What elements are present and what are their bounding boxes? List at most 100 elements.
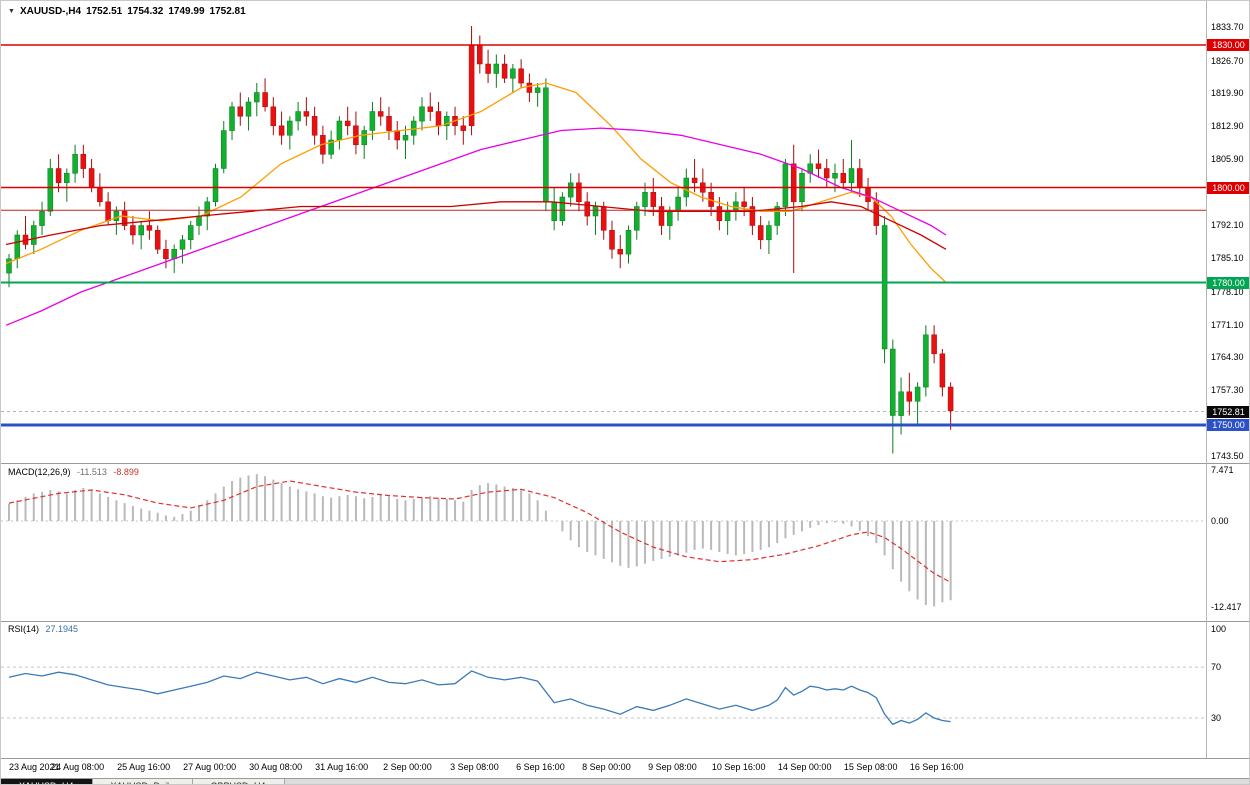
candle-bull bbox=[923, 334, 929, 388]
candle-bull bbox=[287, 120, 293, 136]
ma-orange bbox=[5, 82, 947, 283]
candle-bear bbox=[386, 116, 392, 131]
candle-bear bbox=[154, 230, 161, 250]
candle-bear bbox=[501, 63, 508, 79]
candle-bull bbox=[31, 225, 37, 245]
price-axis-label: 1771.10 bbox=[1211, 320, 1244, 330]
candle-bear bbox=[460, 125, 467, 131]
time-axis-label: 23 Aug 2021 bbox=[9, 762, 60, 772]
macd-signal-line bbox=[8, 480, 951, 583]
rsi-value: 27.1945 bbox=[45, 624, 79, 634]
candle-bull bbox=[642, 192, 648, 207]
candle-bull bbox=[559, 196, 566, 222]
time-axis-label: 14 Sep 00:00 bbox=[777, 762, 832, 772]
low-value: 1749.99 bbox=[168, 6, 205, 17]
price-axis-label: 1764.30 bbox=[1211, 352, 1244, 362]
price-line-label: 1800.00 bbox=[1207, 182, 1249, 194]
candle-bull bbox=[543, 87, 549, 203]
candle-bear bbox=[485, 63, 491, 74]
candle-bull bbox=[328, 139, 334, 155]
candle-bear bbox=[518, 68, 524, 84]
triangle-down-icon: ▼ bbox=[8, 7, 15, 15]
candle-bear bbox=[344, 120, 351, 127]
candle-bull bbox=[782, 163, 789, 207]
candle-bull bbox=[419, 106, 425, 122]
time-axis-label: 16 Sep 16:00 bbox=[909, 762, 964, 772]
candle-bear bbox=[865, 187, 871, 203]
candle-bear bbox=[394, 130, 400, 141]
candle-bear bbox=[80, 154, 87, 169]
macd-value: -11.513 bbox=[77, 467, 107, 477]
candle-bear bbox=[163, 249, 169, 260]
candle-bull bbox=[832, 173, 838, 179]
candle-bull bbox=[898, 391, 904, 416]
rsi-name: RSI(14) bbox=[8, 624, 40, 634]
price-line-label: 1830.00 bbox=[1207, 39, 1249, 51]
candle-bull bbox=[510, 68, 516, 79]
time-axis-label: 10 Sep 16:00 bbox=[711, 762, 766, 772]
candle-bear bbox=[757, 225, 764, 241]
candle-bull bbox=[245, 101, 252, 117]
candle-bull bbox=[196, 215, 202, 226]
candle-bear bbox=[105, 201, 111, 222]
close-value: 1752.81 bbox=[209, 6, 246, 17]
candle-bull bbox=[64, 173, 70, 184]
open-value: 1752.51 bbox=[86, 6, 123, 17]
macd-axis-label: -12.417 bbox=[1211, 602, 1242, 612]
candle-bull bbox=[881, 225, 888, 350]
rsi-axis-label: 100 bbox=[1211, 624, 1227, 634]
price-axis-label: 1778.10 bbox=[1211, 287, 1244, 297]
candle-bull bbox=[724, 211, 731, 222]
chart-tab[interactable]: XAUUSD-,Daily bbox=[92, 779, 193, 784]
price-axis-label: 1805.90 bbox=[1211, 154, 1244, 164]
candle-bear bbox=[146, 225, 153, 231]
high-value: 1754.32 bbox=[127, 6, 164, 17]
candle-bull bbox=[402, 135, 409, 141]
macd-axis-label: 7.471 bbox=[1211, 465, 1234, 475]
candle-bull bbox=[39, 211, 45, 226]
price-axis-label: 1833.70 bbox=[1211, 22, 1244, 32]
candle-bull bbox=[890, 348, 896, 416]
time-axis-label: 3 Sep 08:00 bbox=[450, 762, 499, 772]
candle-bull bbox=[625, 230, 632, 255]
candle-bull bbox=[361, 130, 367, 146]
candle-bull bbox=[254, 92, 260, 103]
candle-bear bbox=[749, 206, 756, 226]
candle-bear bbox=[477, 44, 483, 65]
price-axis-label: 1826.70 bbox=[1211, 56, 1244, 66]
rsi-line bbox=[8, 670, 951, 726]
chart-tab[interactable]: XAUUSD-,H4 bbox=[1, 779, 93, 784]
candle-bull bbox=[534, 87, 541, 93]
candle-bear bbox=[377, 111, 384, 117]
candle-bear bbox=[237, 106, 244, 117]
ma-magenta bbox=[5, 127, 947, 326]
candle-bull bbox=[634, 206, 640, 231]
candle-bull bbox=[848, 168, 855, 184]
rsi-axis-label: 70 bbox=[1211, 662, 1222, 672]
candle-bear bbox=[650, 192, 657, 207]
candle-bear bbox=[947, 386, 954, 412]
candle-bear bbox=[270, 106, 277, 127]
price-line-label: 1750.00 bbox=[1207, 419, 1249, 431]
candle-bull bbox=[444, 116, 450, 127]
candle-bear bbox=[311, 116, 318, 136]
rsi-axis-label: 30 bbox=[1211, 713, 1222, 723]
macd-axis-label: 0.00 bbox=[1211, 516, 1229, 526]
chart-tab[interactable]: GBPUSD-,H4 bbox=[192, 779, 285, 784]
candle-bull bbox=[221, 130, 227, 169]
candle-bear bbox=[939, 353, 946, 388]
candle-bear bbox=[278, 125, 285, 136]
candle-bull bbox=[336, 120, 343, 141]
candle-bull bbox=[766, 225, 772, 241]
time-axis-label: 24 Aug 08:00 bbox=[51, 762, 105, 772]
candle-bear bbox=[576, 182, 582, 203]
candle-bull bbox=[14, 234, 21, 260]
candle-bull bbox=[179, 239, 186, 250]
price-axis-label: 1785.10 bbox=[1211, 253, 1244, 263]
candle-bear bbox=[262, 92, 268, 108]
candle-bear bbox=[55, 168, 62, 184]
candle-bull bbox=[138, 225, 144, 236]
macd-signal-value: -8.899 bbox=[113, 467, 139, 477]
